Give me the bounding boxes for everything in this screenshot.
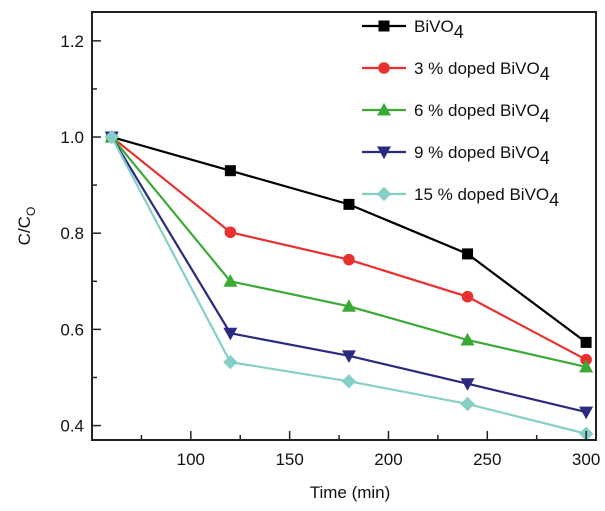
y-tick-label: 0.4: [60, 417, 84, 436]
legend-marker: [378, 62, 390, 74]
legend-entry: BiVO4: [362, 17, 464, 42]
data-point: [223, 354, 238, 370]
x-tick-label: 250: [473, 450, 501, 469]
data-point: [224, 226, 237, 239]
legend-marker: [376, 186, 392, 202]
legend-label-main: 3 % doped BiVO: [414, 59, 540, 78]
legend-label: BiVO4: [414, 17, 464, 42]
legend-label-subscript: 4: [549, 190, 559, 210]
data-point: [343, 253, 355, 266]
legend-label: 15 % doped BiVO4: [414, 185, 559, 210]
data-point: [104, 129, 119, 145]
series-line: [111, 136, 587, 361]
axes: 100 150 200 250 300 0.4 0.6 0.8 1.0 1.2: [60, 32, 600, 469]
y-tick-label: 0.6: [60, 320, 84, 339]
series-1: [106, 131, 592, 348]
data-point: [223, 327, 238, 341]
data-point: [224, 165, 236, 177]
legend-label-subscript: 4: [540, 106, 550, 126]
data-point: [460, 332, 475, 346]
legend-label-subscript: 4: [540, 64, 550, 84]
data-point: [462, 248, 474, 260]
data-point: [223, 274, 238, 287]
y-axis-title-subscript: O: [24, 207, 38, 216]
series-group: [104, 129, 594, 441]
legend-marker: [376, 102, 392, 116]
x-tick-label: 100: [177, 450, 205, 469]
data-point: [341, 350, 356, 363]
data-point: [579, 406, 594, 420]
legend-label: 9 % doped BiVO4: [414, 143, 550, 168]
legend-label-main: 9 % doped BiVO: [414, 143, 540, 162]
series-line: [110, 136, 587, 368]
legend-label-main: 15 % doped BiVO: [414, 185, 549, 204]
data-point: [579, 359, 594, 373]
x-tick-label: 200: [374, 450, 402, 469]
legend-label-subscript: 4: [454, 22, 464, 42]
series-line: [110, 136, 587, 414]
legend-entry: 6 % doped BiVO4: [362, 101, 550, 126]
series-line: [110, 136, 587, 435]
series-5: [104, 129, 594, 441]
data-point: [460, 396, 475, 412]
legend-marker: [376, 146, 392, 160]
legend-entry: 3 % doped BiVO4: [362, 59, 550, 84]
y-axis-title: C/CO: [15, 207, 38, 246]
legend-label-main: BiVO: [414, 17, 454, 36]
data-point: [341, 299, 356, 312]
y-tick-label: 1.2: [60, 32, 84, 51]
legend-marker: [378, 20, 390, 32]
data-point: [460, 378, 475, 391]
x-tick-label: 300: [572, 450, 600, 469]
x-tick-label: 150: [275, 450, 303, 469]
data-point: [580, 336, 592, 348]
x-axis-title: Time (min): [310, 483, 391, 502]
legend-label: 6 % doped BiVO4: [414, 101, 550, 126]
legend-entry: 15 % doped BiVO4: [362, 185, 559, 210]
y-tick-label: 0.8: [60, 224, 84, 243]
data-point: [461, 290, 474, 303]
plot-frame: [91, 11, 597, 441]
series-3: [104, 129, 594, 373]
y-tick-label: 1.0: [60, 128, 84, 147]
legend-label-main: 6 % doped BiVO: [414, 101, 540, 120]
data-point: [343, 198, 355, 210]
data-point: [341, 374, 357, 389]
legend-entry: 9 % doped BiVO4: [362, 143, 550, 168]
legend-label-subscript: 4: [540, 148, 550, 168]
legend-label: 3 % doped BiVO4: [414, 59, 550, 84]
y-axis-title-main: C/C: [15, 216, 34, 245]
